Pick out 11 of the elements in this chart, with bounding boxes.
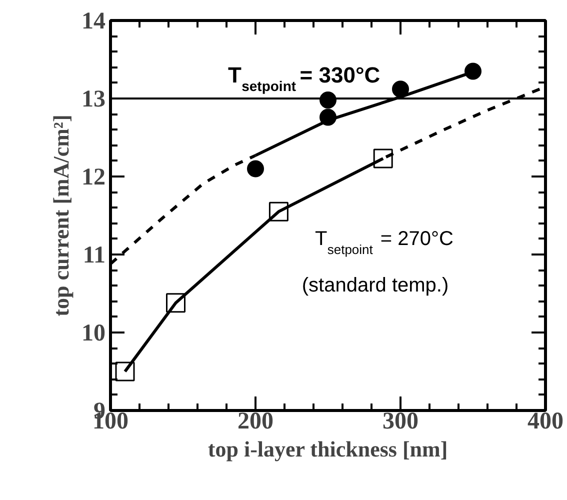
x-tick-label: 200 <box>238 408 274 434</box>
x-tick-label: 300 <box>382 408 418 434</box>
y-tick-label: 13 <box>82 86 106 112</box>
y-tick-label: 10 <box>82 320 106 346</box>
x-axis-title: top i-layer thickness [nm] <box>208 436 448 462</box>
x-tick-label: 400 <box>528 408 564 434</box>
y-tick-label: 12 <box>82 164 106 190</box>
y-axis-title: top current [mA/cm²] <box>48 114 74 316</box>
annotation: (standard temp.) <box>302 274 449 297</box>
y-tick-label: 14 <box>82 8 106 34</box>
y-tick-label: 11 <box>82 242 106 268</box>
